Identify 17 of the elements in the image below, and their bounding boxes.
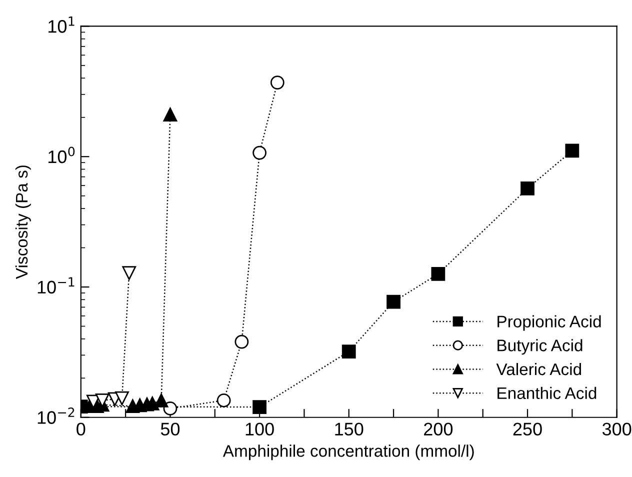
x-tick-label: 250 — [513, 422, 542, 436]
legend-label: Butyric Acid — [498, 339, 582, 355]
y-tick-label: 10$^{0}$ — [48, 146, 75, 164]
x-tick-label: 100 — [246, 422, 274, 436]
x-axis-title: Amphiphile concentration (mmol/l) — [222, 444, 474, 460]
x-tick-label: 0 — [76, 422, 86, 436]
x-tick-label: 150 — [335, 422, 364, 436]
x-tick-label: 300 — [602, 422, 632, 436]
x-tick-label: 200 — [424, 422, 453, 436]
legend-label: Valeric Acid — [496, 362, 581, 376]
y-tick-label: 10$^{−2}$ — [38, 407, 74, 424]
legend-label: Propionic Acid — [498, 315, 601, 331]
x-tick-label: 50 — [160, 422, 180, 436]
legend-label: Enanthic Acid — [498, 386, 596, 400]
y-tick-label: 10$^{−1}$ — [38, 277, 74, 294]
y-axis-title: Viscosity (Pa s) — [15, 166, 31, 280]
y-tick-label: 10$^{1}$ — [48, 16, 74, 33]
